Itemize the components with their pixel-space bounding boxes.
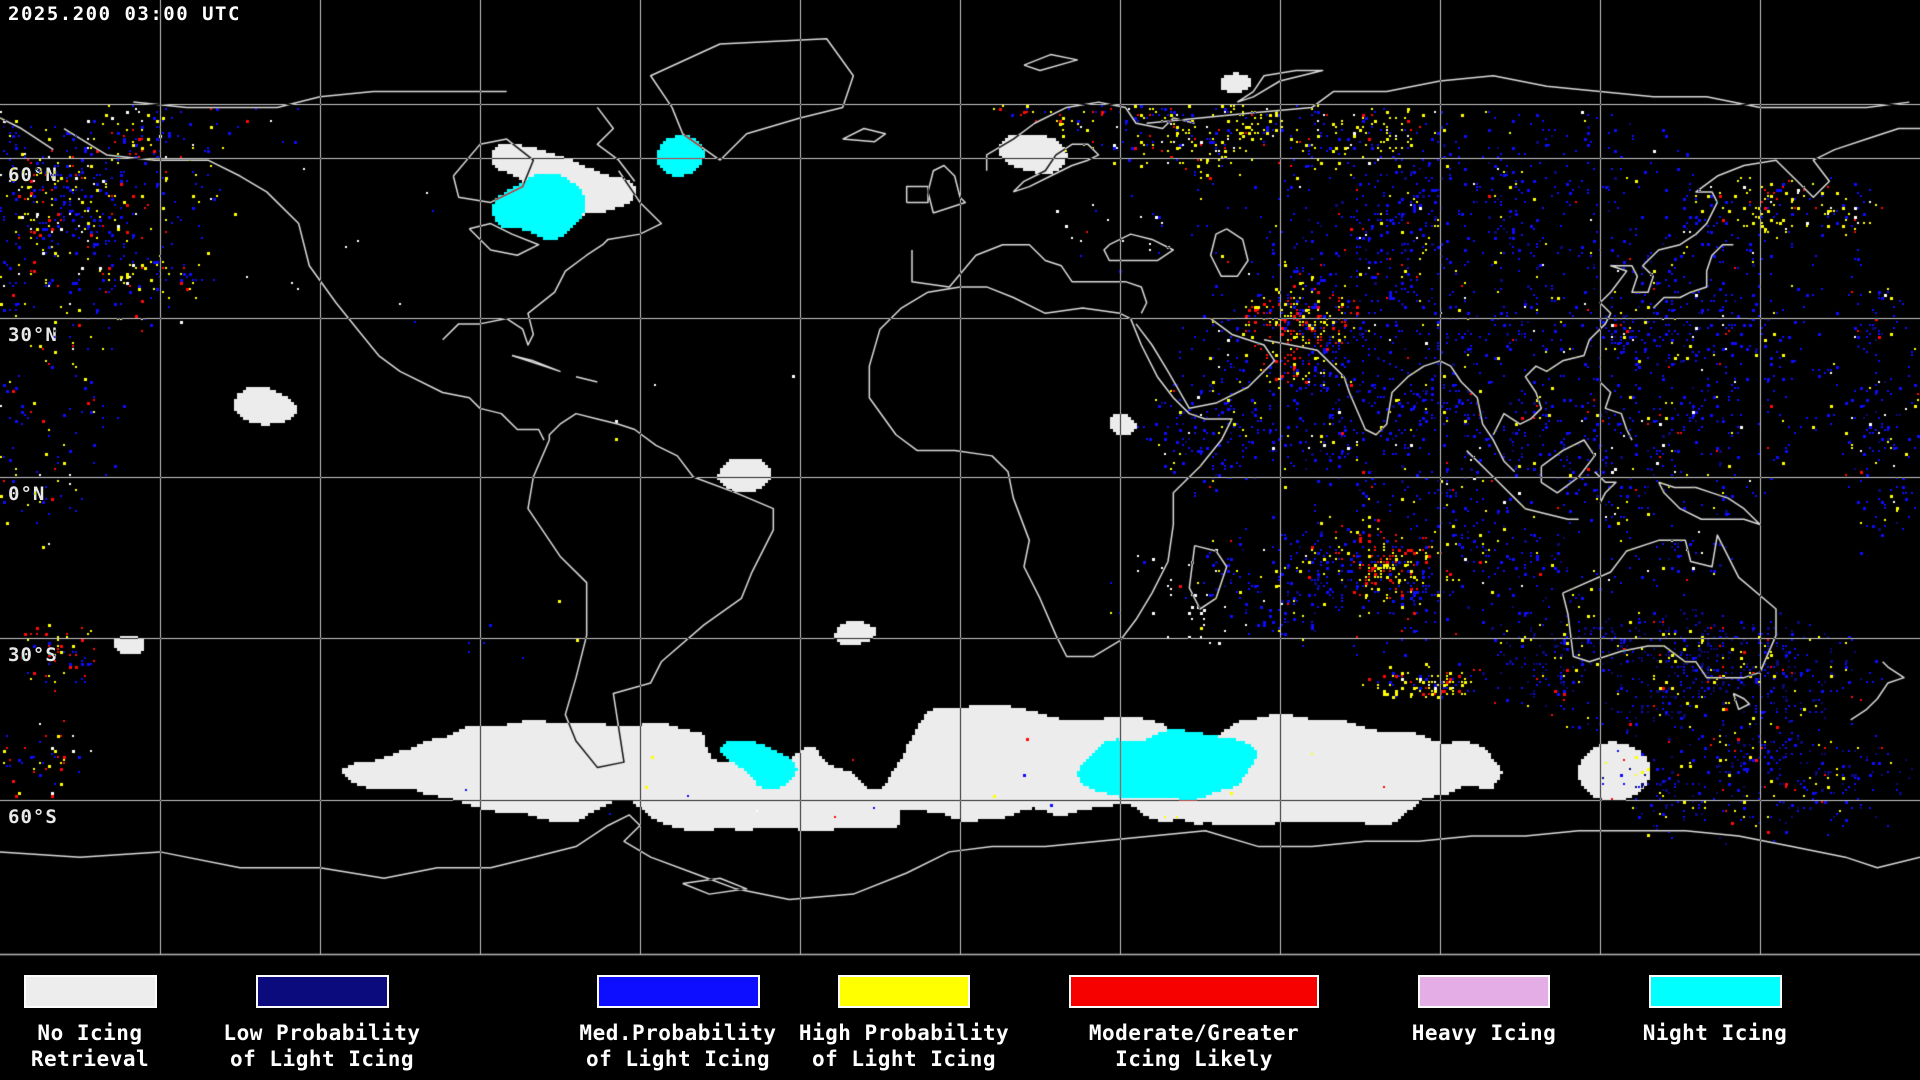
- legend-item-heavy-icing: Heavy Icing: [1324, 975, 1644, 1046]
- legend-label-line1: Heavy Icing: [1411, 1021, 1557, 1045]
- legend-item-moderate-greater: Moderate/Greater Icing Likely: [1034, 975, 1354, 1072]
- legend-label-line1: High Probability: [798, 1021, 1010, 1045]
- legend-label-line2: of Light Icing: [229, 1047, 414, 1071]
- legend-item-low-probability: Low Probability of Light Icing: [162, 975, 482, 1072]
- legend-label-line1: Night Icing: [1642, 1021, 1788, 1045]
- timestamp: 2025.200 03:00 UTC: [8, 3, 241, 25]
- legend: No Icing Retrieval Low Probability of Ligh…: [0, 957, 1920, 1080]
- legend-item-med-probability: Med.Probability of Light Icing: [518, 975, 838, 1072]
- night-icing-swatch: [1648, 975, 1782, 1008]
- legend-item-high-probability: High Probability of Light Icing: [744, 975, 1064, 1072]
- latitude-label-0n: 0°N: [8, 483, 46, 505]
- med-probability-swatch: [596, 975, 760, 1008]
- legend-label-line2: of Light Icing: [585, 1047, 770, 1071]
- legend-item-night-icing: Night Icing: [1555, 975, 1875, 1046]
- legend-item-no-icing: No Icing Retrieval: [0, 975, 250, 1072]
- heavy-icing-swatch: [1418, 975, 1550, 1008]
- latitude-label-30s: 30°S: [8, 644, 58, 666]
- legend-label-line2: Retrieval: [30, 1047, 150, 1071]
- icing-map-canvas: [0, 0, 1920, 957]
- legend-label-line2: Icing Likely: [1115, 1047, 1273, 1071]
- latitude-label-60s: 60°S: [8, 806, 58, 828]
- legend-label-line1: Low Probability: [223, 1021, 421, 1045]
- legend-label-line1: Med.Probability: [579, 1021, 777, 1045]
- latitude-label-30n: 30°N: [8, 324, 58, 346]
- world-map: 2025.200 03:00 UTC 60°N 30°N 0°N 30°S 60…: [0, 0, 1920, 957]
- legend-label-line1: No Icing: [37, 1021, 143, 1045]
- latitude-label-60n: 60°N: [8, 164, 58, 186]
- low-probability-swatch: [255, 975, 389, 1008]
- high-probability-swatch: [838, 975, 970, 1008]
- legend-label-line2: of Light Icing: [811, 1047, 996, 1071]
- moderate-greater-swatch: [1069, 975, 1319, 1008]
- no-icing-swatch: [23, 975, 157, 1008]
- legend-label-line1: Moderate/Greater: [1088, 1021, 1300, 1045]
